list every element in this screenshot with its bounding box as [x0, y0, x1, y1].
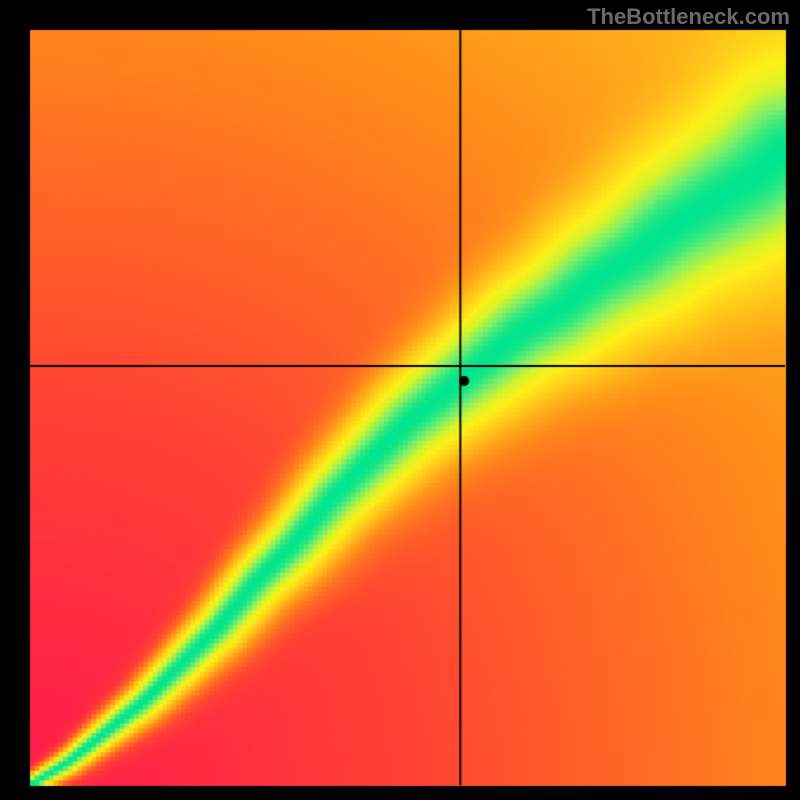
watermark-label: TheBottleneck.com: [587, 4, 790, 30]
chart-container: TheBottleneck.com: [0, 0, 800, 800]
bottleneck-heatmap: [0, 0, 800, 800]
